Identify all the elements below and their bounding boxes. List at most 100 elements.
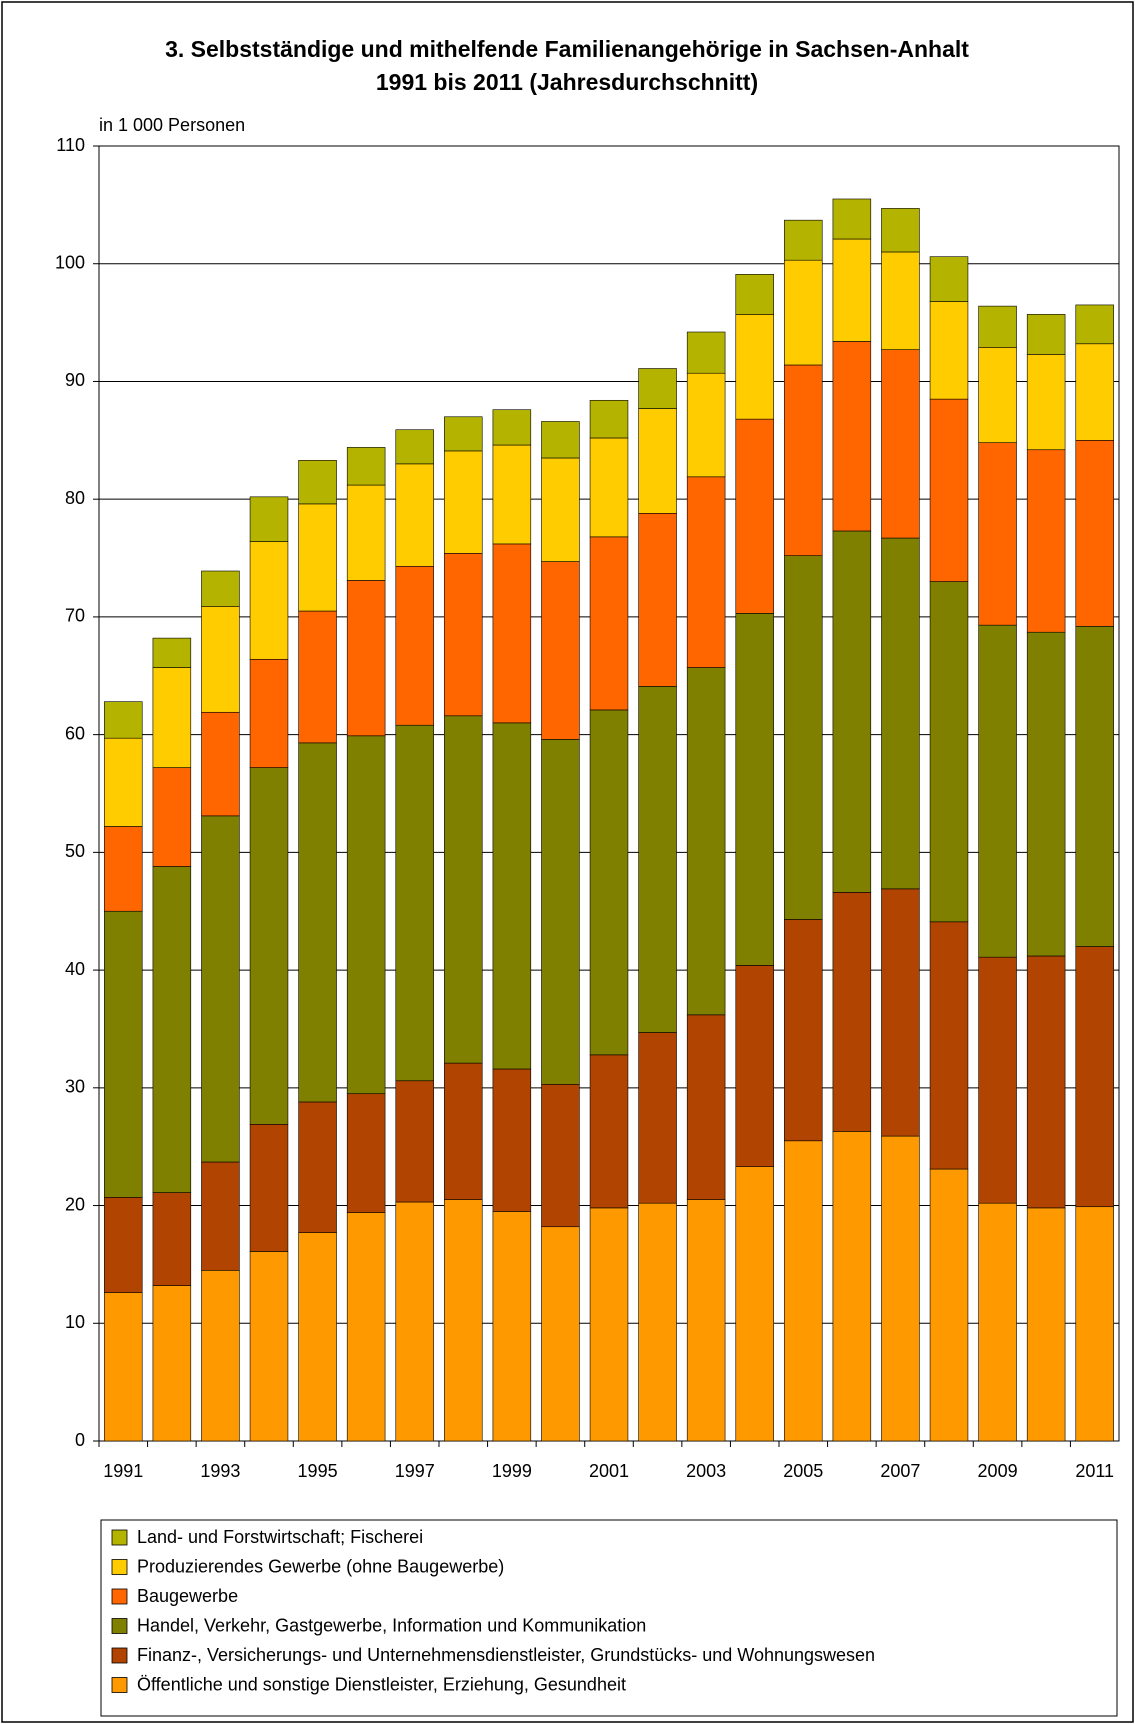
bar-segment [298, 460, 337, 505]
bar-segment [104, 701, 143, 739]
bar-segment [104, 910, 143, 1198]
bar-segment [492, 1211, 532, 1442]
bar-segment [978, 347, 1017, 443]
legend-label: Handel, Verkehr, Gastgewerbe, Informatio… [137, 1615, 646, 1635]
bar-segment [444, 1199, 483, 1442]
x-tick-label: 2003 [686, 1461, 726, 1481]
bar-segment [929, 256, 969, 302]
bar-segment [589, 1207, 629, 1442]
bar-segment [686, 1199, 726, 1442]
x-tick-label: 2001 [589, 1461, 629, 1481]
bar-segment [1026, 955, 1066, 1209]
bar-segment [298, 1232, 337, 1442]
bar-segment [104, 1292, 143, 1442]
bar-segment [638, 1202, 677, 1442]
bar-segment [444, 450, 483, 554]
x-tick-label: 2011 [1075, 1461, 1114, 1481]
bar-segment [784, 259, 823, 366]
bar-segment [978, 305, 1017, 348]
bar-segment [104, 737, 143, 827]
bar-segment [832, 1131, 872, 1442]
bar-segment [395, 565, 434, 726]
bar-segment [832, 341, 872, 532]
bar-segment [201, 1161, 240, 1271]
bar-segment [395, 429, 434, 465]
bar-segment [686, 372, 726, 478]
bar-segment [589, 709, 629, 1056]
bar-segment [1026, 449, 1066, 633]
bar-segment [832, 238, 872, 342]
bar-segment [978, 1202, 1017, 1442]
bar-segment [152, 1285, 192, 1442]
x-tick-label: 1993 [200, 1461, 240, 1481]
bar-segment [541, 1226, 580, 1442]
bar-segment [298, 503, 337, 612]
bar-segment [929, 301, 969, 400]
bar-segment [978, 956, 1017, 1204]
bar-segment [686, 667, 726, 1016]
x-tick-label: 1999 [492, 1461, 532, 1481]
bar-segment [395, 1080, 434, 1203]
bar-segment [638, 1032, 677, 1204]
y-tick-label: 110 [56, 135, 85, 155]
bar-segment [1026, 1207, 1066, 1442]
bar-segment [1075, 440, 1114, 627]
bar-segment [249, 496, 289, 542]
x-tick-label: 2009 [978, 1461, 1018, 1481]
bar-segment [298, 610, 337, 744]
bar-segment [929, 581, 969, 923]
x-tick-label: 1995 [298, 1461, 338, 1481]
x-tick-label: 2005 [783, 1461, 823, 1481]
bar-segment [1026, 354, 1066, 451]
y-tick-label: 20 [65, 1194, 85, 1214]
bar-segment [589, 399, 629, 439]
bar-segment [784, 919, 823, 1142]
bar-segment [249, 1251, 289, 1442]
bar-segment [249, 1124, 289, 1252]
bar-segment [1026, 631, 1066, 957]
bar-segment [541, 457, 580, 562]
bar-segment [1075, 946, 1114, 1208]
bar-segment [201, 606, 240, 713]
bar-segment [346, 1093, 386, 1213]
bar-segment [881, 349, 920, 539]
bar-segment [1026, 314, 1066, 355]
x-tick-label: 1991 [103, 1461, 143, 1481]
bar-segment [735, 1166, 774, 1442]
legend-swatch [111, 1529, 128, 1546]
bar-segment [444, 553, 483, 717]
bar-segment [492, 543, 532, 724]
bar-segment [638, 408, 677, 514]
bar-segment [346, 580, 386, 737]
bar-segment [832, 530, 872, 893]
bar-segment [735, 314, 774, 420]
bar-segment [346, 1212, 386, 1442]
bar-segment [881, 251, 920, 350]
legend-label: Finanz-, Versicherungs- und Unternehmens… [137, 1645, 875, 1665]
bar-segment [152, 1192, 192, 1286]
bar-segment [104, 1197, 143, 1293]
y-tick-label: 0 [75, 1430, 85, 1450]
y-tick-label: 100 [55, 252, 85, 272]
y-tick-label: 30 [65, 1077, 85, 1097]
bar-segment [1075, 304, 1114, 345]
bar-segment [346, 484, 386, 581]
bar-segment [881, 208, 920, 253]
bar-segment [249, 541, 289, 660]
legend-swatch [111, 1647, 128, 1664]
legend-swatch [111, 1559, 128, 1575]
bar-segment [638, 368, 677, 409]
y-tick-label: 40 [65, 959, 85, 979]
bar-segment [444, 1062, 483, 1200]
legend-label: Baugewerbe [137, 1586, 238, 1606]
y-tick-label: 60 [65, 723, 85, 743]
bar-segment [201, 815, 240, 1163]
bar-segment [1075, 1206, 1114, 1442]
bar-segment [104, 826, 143, 912]
y-tick-label: 70 [65, 606, 85, 626]
bar-segment [978, 442, 1017, 626]
bar-segment [346, 735, 386, 1095]
bar-segment [395, 1201, 434, 1442]
